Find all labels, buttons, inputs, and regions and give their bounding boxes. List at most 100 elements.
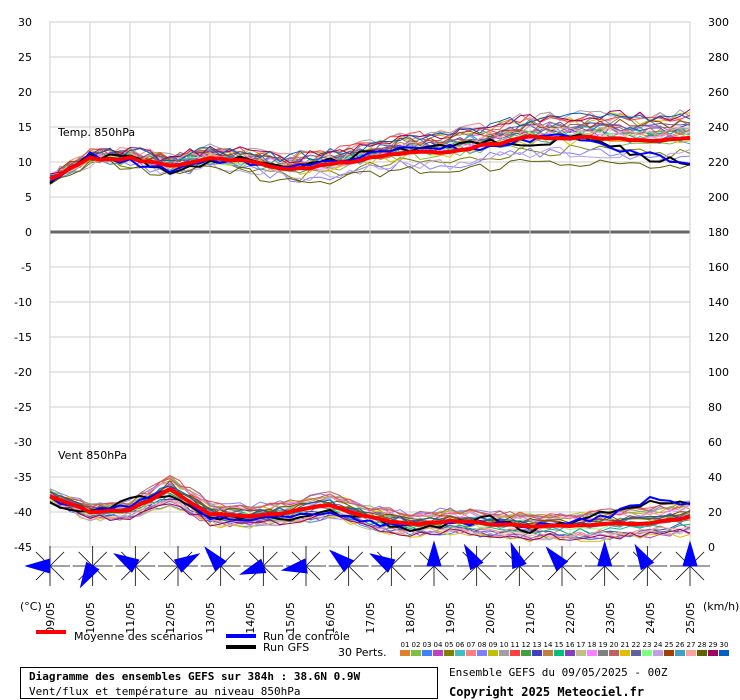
legend-pert-swatch bbox=[554, 650, 564, 656]
ensemble-member-line bbox=[49, 109, 691, 183]
wind-direction-arrow bbox=[328, 549, 354, 573]
legend-pert-swatch bbox=[411, 650, 421, 656]
legend-pert-swatch bbox=[631, 650, 641, 656]
wind-rose-spoke bbox=[78, 551, 93, 567]
legend-pert-number: 20 bbox=[610, 641, 619, 649]
wind-rose-spoke bbox=[561, 565, 577, 581]
wind-rose-spoke bbox=[689, 565, 705, 581]
wind-rose-spoke bbox=[348, 565, 364, 581]
legend-pert-number: 07 bbox=[467, 641, 476, 649]
legend-pert-swatch bbox=[466, 650, 476, 656]
wind-direction-arrow bbox=[510, 541, 527, 570]
legend-pert-number: 11 bbox=[511, 641, 520, 649]
legend-pert-swatch bbox=[708, 650, 718, 656]
legend-pert-number: 25 bbox=[665, 641, 674, 649]
legend-pert-swatch bbox=[675, 650, 685, 656]
legend-pert-number: 10 bbox=[500, 641, 509, 649]
x-date-label: 12/05 bbox=[164, 602, 177, 634]
wind-rose-spoke bbox=[305, 565, 321, 581]
ensemble-member-line bbox=[49, 493, 691, 536]
x-date-label: 16/05 bbox=[324, 602, 337, 634]
legend-pert-swatch bbox=[697, 650, 707, 656]
wind-rose-spoke bbox=[305, 551, 321, 567]
footer-subtitle: Vent/flux et température au niveau 850hP… bbox=[29, 685, 301, 698]
wind-rose-icon bbox=[542, 546, 582, 586]
wind-rose-icon bbox=[24, 546, 70, 586]
wind-rose-spoke bbox=[504, 565, 520, 581]
wind-rose-spoke bbox=[220, 565, 236, 581]
legend-pert-number: 30 bbox=[720, 641, 729, 649]
left-tick-label: -5 bbox=[21, 261, 32, 274]
wind-rose-icon bbox=[239, 546, 284, 586]
right-tick-label: 20 bbox=[708, 506, 722, 519]
x-date-label: 20/05 bbox=[484, 602, 497, 634]
legend-pert-number: 13 bbox=[533, 641, 542, 649]
right-tick-label: 260 bbox=[708, 86, 729, 99]
wind-rose-spoke bbox=[647, 565, 662, 581]
left-tick-label: 20 bbox=[18, 86, 32, 99]
legend-pert-swatch bbox=[686, 650, 696, 656]
legend-pert-swatch bbox=[609, 650, 619, 656]
legend-pert-swatch bbox=[598, 650, 608, 656]
wind-rose-icon bbox=[112, 546, 156, 586]
gefs-ensemble-chart: 30 25 20 15 10 5 0 -5 -10 -15 -20 -25 -30 -35 -40 -45 30… bbox=[14, 16, 739, 659]
wind-rose-icon bbox=[72, 546, 113, 589]
ensemble-member-line bbox=[49, 108, 691, 175]
legend-pert-number: 28 bbox=[698, 641, 707, 649]
x-date-label: 25/05 bbox=[684, 602, 697, 634]
wind-direction-row bbox=[24, 540, 710, 589]
x-date-label: 24/05 bbox=[644, 602, 657, 634]
wind-rose-spoke bbox=[135, 551, 150, 567]
legend-pert-number: 23 bbox=[643, 641, 652, 649]
right-tick-label: 220 bbox=[708, 156, 729, 169]
wind-rose-icon bbox=[200, 546, 241, 586]
right-unit-label: (km/h) bbox=[703, 600, 739, 613]
legend-pert-swatch bbox=[576, 650, 586, 656]
legend-pert-swatch bbox=[642, 650, 652, 656]
legend-perts-label: 30 Perts. bbox=[338, 646, 387, 659]
legend-pert-number: 09 bbox=[489, 641, 498, 649]
wind-direction-arrow bbox=[682, 540, 698, 567]
wind-rose-spoke bbox=[163, 551, 179, 567]
left-tick-label: -45 bbox=[14, 541, 32, 554]
wind-direction-arrow bbox=[173, 553, 201, 573]
axis-labels: 30 25 20 15 10 5 0 -5 -10 -15 -20 -25 -30 -35 -40 -45 30… bbox=[14, 16, 739, 634]
legend-pert-number: 03 bbox=[423, 641, 432, 649]
legend-pert-number: 26 bbox=[676, 641, 685, 649]
right-tick-label: 280 bbox=[708, 51, 729, 64]
legend-pert-number: 02 bbox=[412, 641, 421, 649]
left-tick-label: -10 bbox=[14, 296, 32, 309]
legend-pert-number: 01 bbox=[401, 641, 410, 649]
footer-title: Diagramme des ensembles GEFS sur 384h : … bbox=[29, 670, 361, 683]
x-date-label: 22/05 bbox=[564, 602, 577, 634]
chart-grid bbox=[49, 21, 691, 548]
left-tick-label: -30 bbox=[14, 436, 32, 449]
ensemble-member-line bbox=[49, 478, 691, 519]
wind-rose-spoke bbox=[92, 551, 108, 567]
wind-rose-spoke bbox=[263, 551, 278, 567]
x-date-label: 19/05 bbox=[444, 602, 457, 634]
x-date-label: 17/05 bbox=[364, 602, 377, 634]
legend-pert-swatch bbox=[532, 650, 542, 656]
wind-rose-spoke bbox=[391, 551, 406, 567]
wind-direction-arrow bbox=[368, 553, 396, 573]
right-tick-label: 120 bbox=[708, 331, 729, 344]
legend-control-label: Run de contrôle bbox=[263, 630, 350, 643]
left-tick-label: 25 bbox=[18, 51, 32, 64]
right-tick-label: 40 bbox=[708, 471, 722, 484]
wind-rose-spoke bbox=[263, 565, 278, 581]
right-tick-label: 180 bbox=[708, 226, 729, 239]
left-tick-label: 30 bbox=[18, 16, 32, 29]
legend-pert-swatch bbox=[488, 650, 498, 656]
legend-pert-swatch bbox=[587, 650, 597, 656]
legend-pert-swatch bbox=[422, 650, 432, 656]
left-tick-label: 0 bbox=[25, 226, 32, 239]
legend-pert-number: 12 bbox=[522, 641, 531, 649]
legend-pert-number: 15 bbox=[555, 641, 564, 649]
left-tick-label: -40 bbox=[14, 506, 32, 519]
legend-pert-number: 06 bbox=[456, 641, 465, 649]
x-date-label: 10/05 bbox=[84, 602, 97, 634]
legend-pert-swatch bbox=[499, 650, 509, 656]
wind-direction-arrow bbox=[112, 553, 140, 573]
legend-pert-number: 21 bbox=[621, 641, 630, 649]
